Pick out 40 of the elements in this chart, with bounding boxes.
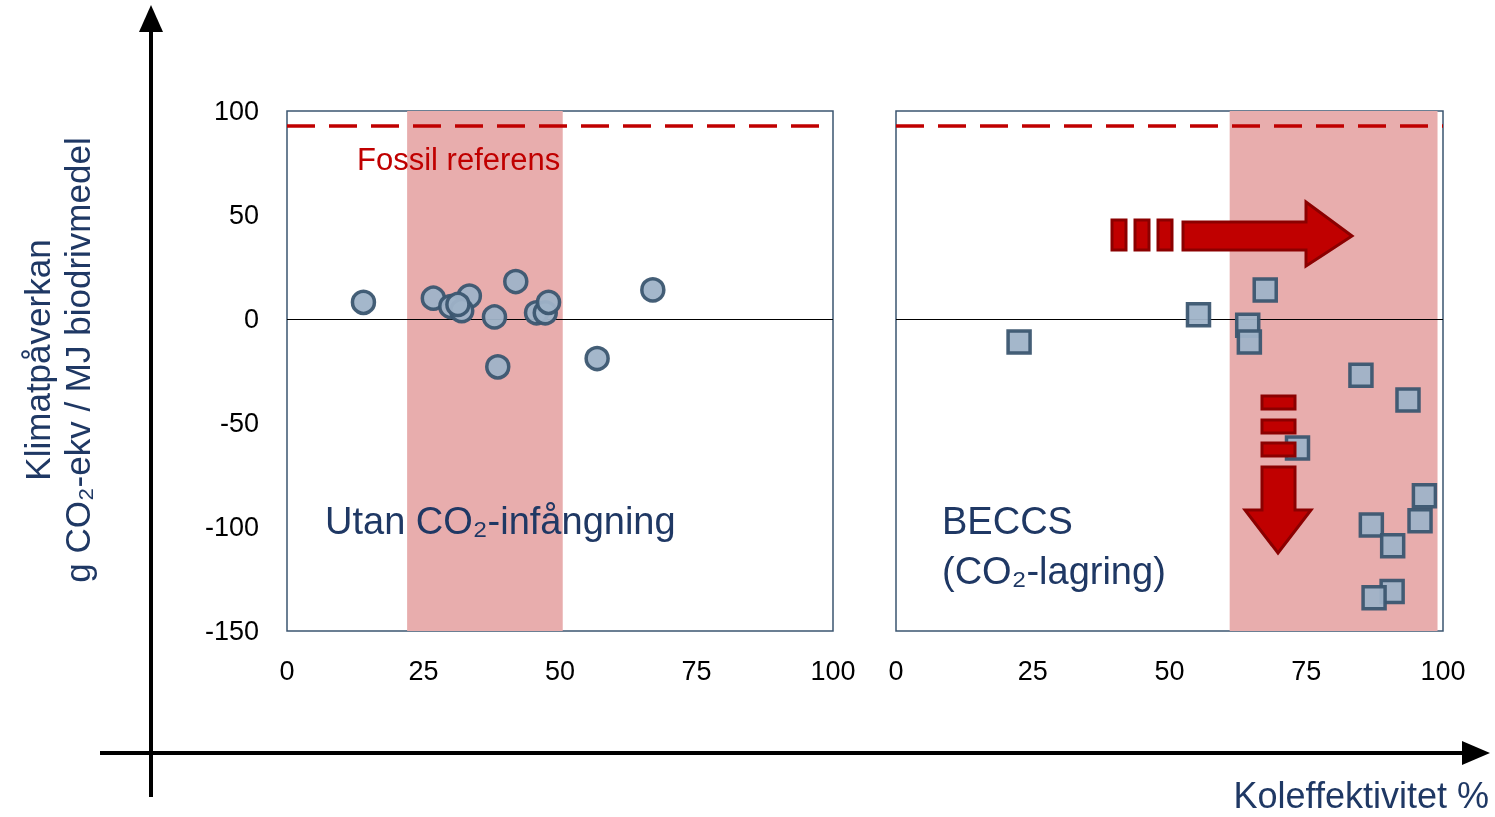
point — [1395, 387, 1421, 413]
x-axis-title: Koleffektivitet % — [1233, 774, 1489, 817]
point — [1236, 329, 1263, 355]
x-tick-label: 50 — [544, 655, 576, 686]
y-axis-title: Klimatpåverkan g CO₂-ekv / MJ biodrivmedel — [18, 136, 98, 585]
point — [1348, 362, 1374, 388]
x-tick-label: 25 — [408, 655, 439, 686]
point — [350, 289, 377, 316]
point — [1252, 277, 1278, 303]
point — [1407, 508, 1433, 534]
point — [640, 277, 666, 303]
x-tick-label: 0 — [279, 655, 295, 686]
x-tick-label: 0 — [888, 655, 904, 686]
point — [1379, 532, 1406, 559]
x-tick-label: 75 — [681, 655, 712, 686]
y-tick-label: 50 — [228, 200, 259, 230]
x-tick-label: 100 — [1420, 655, 1466, 686]
annotation: Utan CO₂-infångning — [325, 499, 676, 544]
point — [1006, 329, 1032, 355]
x-tick-label: 25 — [1017, 655, 1048, 686]
point — [445, 291, 471, 318]
y-tick-label: -50 — [219, 408, 259, 438]
point — [1185, 302, 1212, 328]
point — [1411, 483, 1438, 509]
y-tick-label: 0 — [243, 304, 259, 334]
point — [1361, 584, 1387, 611]
x-tick-label: 50 — [1154, 655, 1185, 686]
x-tick-label: 100 — [810, 655, 856, 686]
point — [535, 289, 562, 316]
y-tick-label: -100 — [204, 512, 259, 542]
annotation: BECCS (CO₂-lagring) — [942, 499, 1166, 594]
y-tick-label: -150 — [204, 616, 259, 646]
point — [503, 268, 529, 295]
point — [485, 354, 511, 380]
x-tick-label: 75 — [1291, 655, 1322, 686]
point — [481, 304, 508, 330]
y-tick-label: 100 — [213, 96, 259, 126]
ref-line-label: Fossil referens — [357, 141, 561, 177]
point — [1358, 512, 1385, 538]
point — [584, 345, 610, 372]
